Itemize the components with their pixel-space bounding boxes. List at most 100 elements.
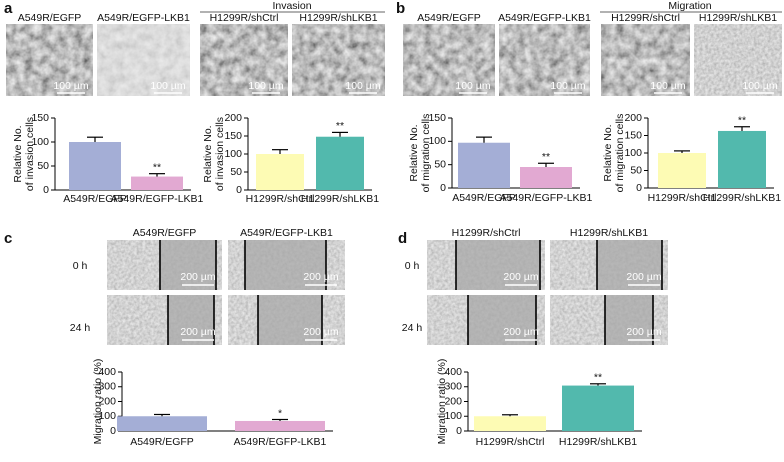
bar xyxy=(131,176,183,190)
y-axis-label: of migration cells xyxy=(420,114,432,193)
micrograph xyxy=(6,24,93,96)
micrograph xyxy=(601,24,690,96)
x-tick-label: A549R/EGFP-LKB1 xyxy=(500,192,593,204)
image-caption: H1299R/shCtrl xyxy=(611,12,680,24)
micrograph xyxy=(694,24,782,96)
y-tick-label: 200 xyxy=(224,112,242,124)
y-tick-label: 50 xyxy=(37,160,49,172)
micrograph xyxy=(292,24,385,96)
wound-gap xyxy=(160,240,216,290)
y-tick-label: 50 xyxy=(230,166,242,178)
column-caption: H1299R/shLKB1 xyxy=(570,227,648,239)
y-tick-label: 400 xyxy=(444,366,462,378)
y-tick-label: 300 xyxy=(98,381,116,393)
significance: ** xyxy=(153,161,161,173)
significance: ** xyxy=(738,115,746,127)
bar xyxy=(316,136,364,190)
y-tick-label: 200 xyxy=(98,395,116,407)
y-tick-label: 150 xyxy=(31,112,49,124)
bar xyxy=(520,167,572,188)
wound-gap xyxy=(456,240,540,290)
y-axis-label: Migration ratio (%) xyxy=(92,359,104,445)
image-caption: A549R/EGFP xyxy=(417,12,481,24)
image-caption: A549R/EGFP-LKB1 xyxy=(97,12,190,24)
x-tick-label: A549R/EGFP-LKB1 xyxy=(234,436,327,448)
x-tick-label: A549R/EGFP xyxy=(130,436,194,448)
x-tick-label: A549R/EGFP xyxy=(63,193,127,205)
y-tick-label: 0 xyxy=(440,182,446,194)
column-caption: H1299R/shCtrl xyxy=(452,227,521,239)
significance: ** xyxy=(336,120,344,132)
significance: ** xyxy=(594,372,602,384)
wound-gap xyxy=(597,240,662,290)
y-tick-label: 0 xyxy=(636,182,642,194)
panel-letter: d xyxy=(398,230,407,247)
y-tick-label: 150 xyxy=(624,129,642,141)
image-caption: H1299R/shLKB1 xyxy=(299,12,377,24)
significance: ** xyxy=(542,151,550,163)
row-label: 24 h xyxy=(70,322,91,334)
scale-label: 100 µm xyxy=(53,80,88,92)
column-caption: A549R/EGFP-LKB1 xyxy=(240,227,333,239)
y-axis-label: Relative No. xyxy=(12,125,24,182)
bar xyxy=(474,416,546,431)
y-axis-label: of invasion cells xyxy=(214,117,226,191)
wound-gap xyxy=(258,295,322,345)
scale-label: 200 µm xyxy=(503,326,538,338)
panel-heading: Invasion xyxy=(272,0,311,12)
y-tick-label: 100 xyxy=(224,148,242,160)
significance: * xyxy=(278,407,282,419)
y-tick-label: 100 xyxy=(428,135,446,147)
y-tick-label: 50 xyxy=(434,158,446,170)
y-tick-label: 0 xyxy=(456,425,462,437)
image-caption: H1299R/shLKB1 xyxy=(699,12,777,24)
wound-gap xyxy=(168,295,214,345)
y-tick-label: 100 xyxy=(444,410,462,422)
scale-label: 100 µm xyxy=(742,80,777,92)
row-label: 24 h xyxy=(402,322,423,334)
x-tick-label: H1299R/shCtrl xyxy=(648,192,717,204)
x-tick-label: H1299R/shCtrl xyxy=(476,436,545,448)
scale-label: 200 µm xyxy=(303,271,338,283)
y-tick-label: 200 xyxy=(444,395,462,407)
scale-label: 100 µm xyxy=(650,80,685,92)
x-tick-label: H1299R/shLKB1 xyxy=(703,192,781,204)
x-tick-label: H1299R/shLKB1 xyxy=(559,436,637,448)
y-tick-label: 50 xyxy=(630,164,642,176)
y-axis-label: of invasion cells xyxy=(24,117,36,191)
scale-label: 200 µm xyxy=(503,271,538,283)
bar xyxy=(69,142,121,190)
micrograph xyxy=(403,24,495,96)
y-tick-label: 150 xyxy=(224,130,242,142)
y-tick-label: 100 xyxy=(98,410,116,422)
y-axis-label: Relative No. xyxy=(602,124,614,181)
y-tick-label: 100 xyxy=(624,147,642,159)
y-axis-label: Relative No. xyxy=(202,125,214,182)
scale-label: 200 µm xyxy=(180,271,215,283)
row-label: 0 h xyxy=(405,260,420,272)
y-axis-label: Migration ratio (%) xyxy=(436,359,448,445)
bar xyxy=(658,153,706,188)
y-axis-label: Relative No. xyxy=(408,124,420,181)
x-tick-label: A549R/EGFP xyxy=(452,192,516,204)
y-tick-label: 100 xyxy=(31,136,49,148)
wound-gap xyxy=(605,295,653,345)
x-tick-label: H1299R/shCtrl xyxy=(246,193,315,205)
panel-letter: b xyxy=(396,0,405,17)
bar xyxy=(718,130,766,188)
bar xyxy=(117,416,207,431)
scale-label: 100 µm xyxy=(248,80,283,92)
micrograph xyxy=(499,24,590,96)
bar xyxy=(458,142,510,188)
scale-label: 100 µm xyxy=(550,80,585,92)
image-caption: A549R/EGFP xyxy=(18,12,82,24)
bar xyxy=(562,385,634,431)
image-caption: H1299R/shCtrl xyxy=(210,12,279,24)
scale-label: 100 µm xyxy=(455,80,490,92)
image-caption: A549R/EGFP-LKB1 xyxy=(498,12,591,24)
scale-label: 200 µm xyxy=(626,326,661,338)
column-caption: A549R/EGFP xyxy=(133,227,197,239)
wound-gap xyxy=(245,240,326,290)
micrograph-tint xyxy=(97,24,190,96)
